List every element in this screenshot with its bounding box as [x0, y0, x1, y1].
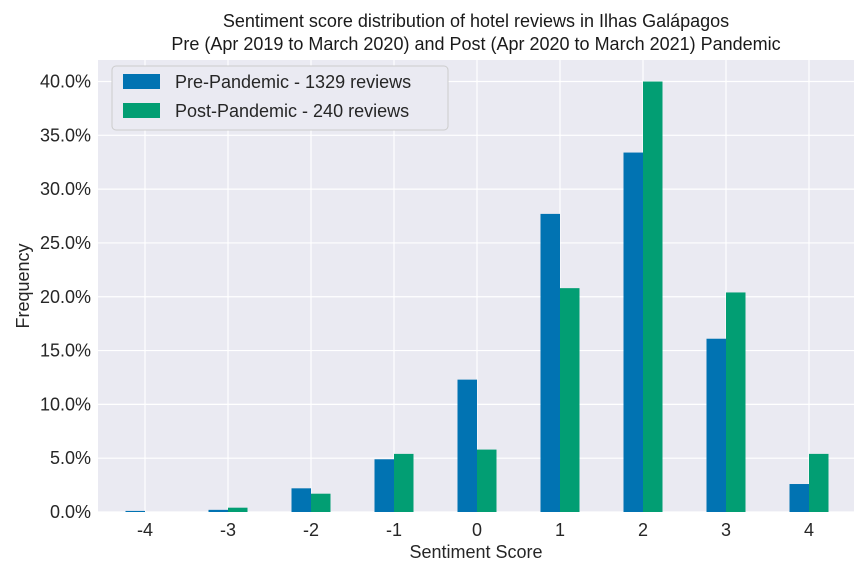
- bar-pre-1: [540, 213, 560, 512]
- bar-post-3: [726, 292, 746, 512]
- legend: Pre-Pandemic - 1329 reviews Post-Pandemi…: [111, 65, 449, 131]
- y-tick-label: 0.0%: [50, 502, 91, 522]
- bar-pre-0: [457, 379, 477, 512]
- bar-pre-neg4: [125, 510, 145, 512]
- legend-label-post: Post-Pandemic - 240 reviews: [175, 101, 409, 121]
- x-tick-label: -4: [137, 520, 153, 540]
- bar-post-neg3: [228, 507, 248, 512]
- bar-post-2: [643, 81, 663, 513]
- x-tick-label: 0: [472, 520, 482, 540]
- bar-post-neg2: [311, 493, 331, 512]
- bar-pre-2: [623, 152, 643, 513]
- y-tick-label: 20.0%: [40, 287, 91, 307]
- bar-pre-neg3: [208, 509, 228, 512]
- x-axis-label: Sentiment Score: [409, 542, 542, 562]
- chart-title-line-2: Pre (Apr 2019 to March 2020) and Post (A…: [171, 34, 780, 54]
- bar-pre-3: [706, 338, 726, 512]
- y-tick-label: 5.0%: [50, 448, 91, 468]
- bar-post-4: [809, 453, 829, 512]
- x-tick-label: -1: [386, 520, 402, 540]
- bar-pre-neg1: [374, 459, 394, 512]
- y-tick-label: 25.0%: [40, 233, 91, 253]
- legend-frame: [111, 65, 449, 131]
- legend-label-pre: Pre-Pandemic - 1329 reviews: [175, 72, 411, 92]
- y-tick-label: 40.0%: [40, 72, 91, 92]
- y-axis-ticks: 0.0% 5.0% 10.0% 15.0% 20.0% 25.0% 30.0% 35.0% 40…: [40, 72, 91, 522]
- x-axis-ticks: -4 -3 -2 -1 0 1 2 3 4: [137, 520, 814, 540]
- bar-pre-neg2: [291, 488, 311, 512]
- x-tick-label: 3: [721, 520, 731, 540]
- y-tick-label: 15.0%: [40, 341, 91, 361]
- x-tick-label: 2: [638, 520, 648, 540]
- x-tick-label: 4: [804, 520, 814, 540]
- x-tick-label: -3: [220, 520, 236, 540]
- x-tick-label: 1: [555, 520, 565, 540]
- bar-pre-4: [789, 484, 809, 512]
- legend-swatch-post: [123, 103, 160, 118]
- y-tick-label: 30.0%: [40, 179, 91, 199]
- bars: [125, 81, 829, 513]
- y-axis-label: Frequency: [13, 243, 33, 328]
- bar-post-0: [477, 449, 497, 512]
- y-tick-label: 35.0%: [40, 125, 91, 145]
- legend-swatch-pre: [123, 74, 160, 89]
- bar-post-1: [560, 288, 580, 512]
- x-tick-label: -2: [303, 520, 319, 540]
- bar-post-neg1: [394, 453, 414, 512]
- y-tick-label: 10.0%: [40, 394, 91, 414]
- chart-title-line-1: Sentiment score distribution of hotel re…: [223, 11, 729, 31]
